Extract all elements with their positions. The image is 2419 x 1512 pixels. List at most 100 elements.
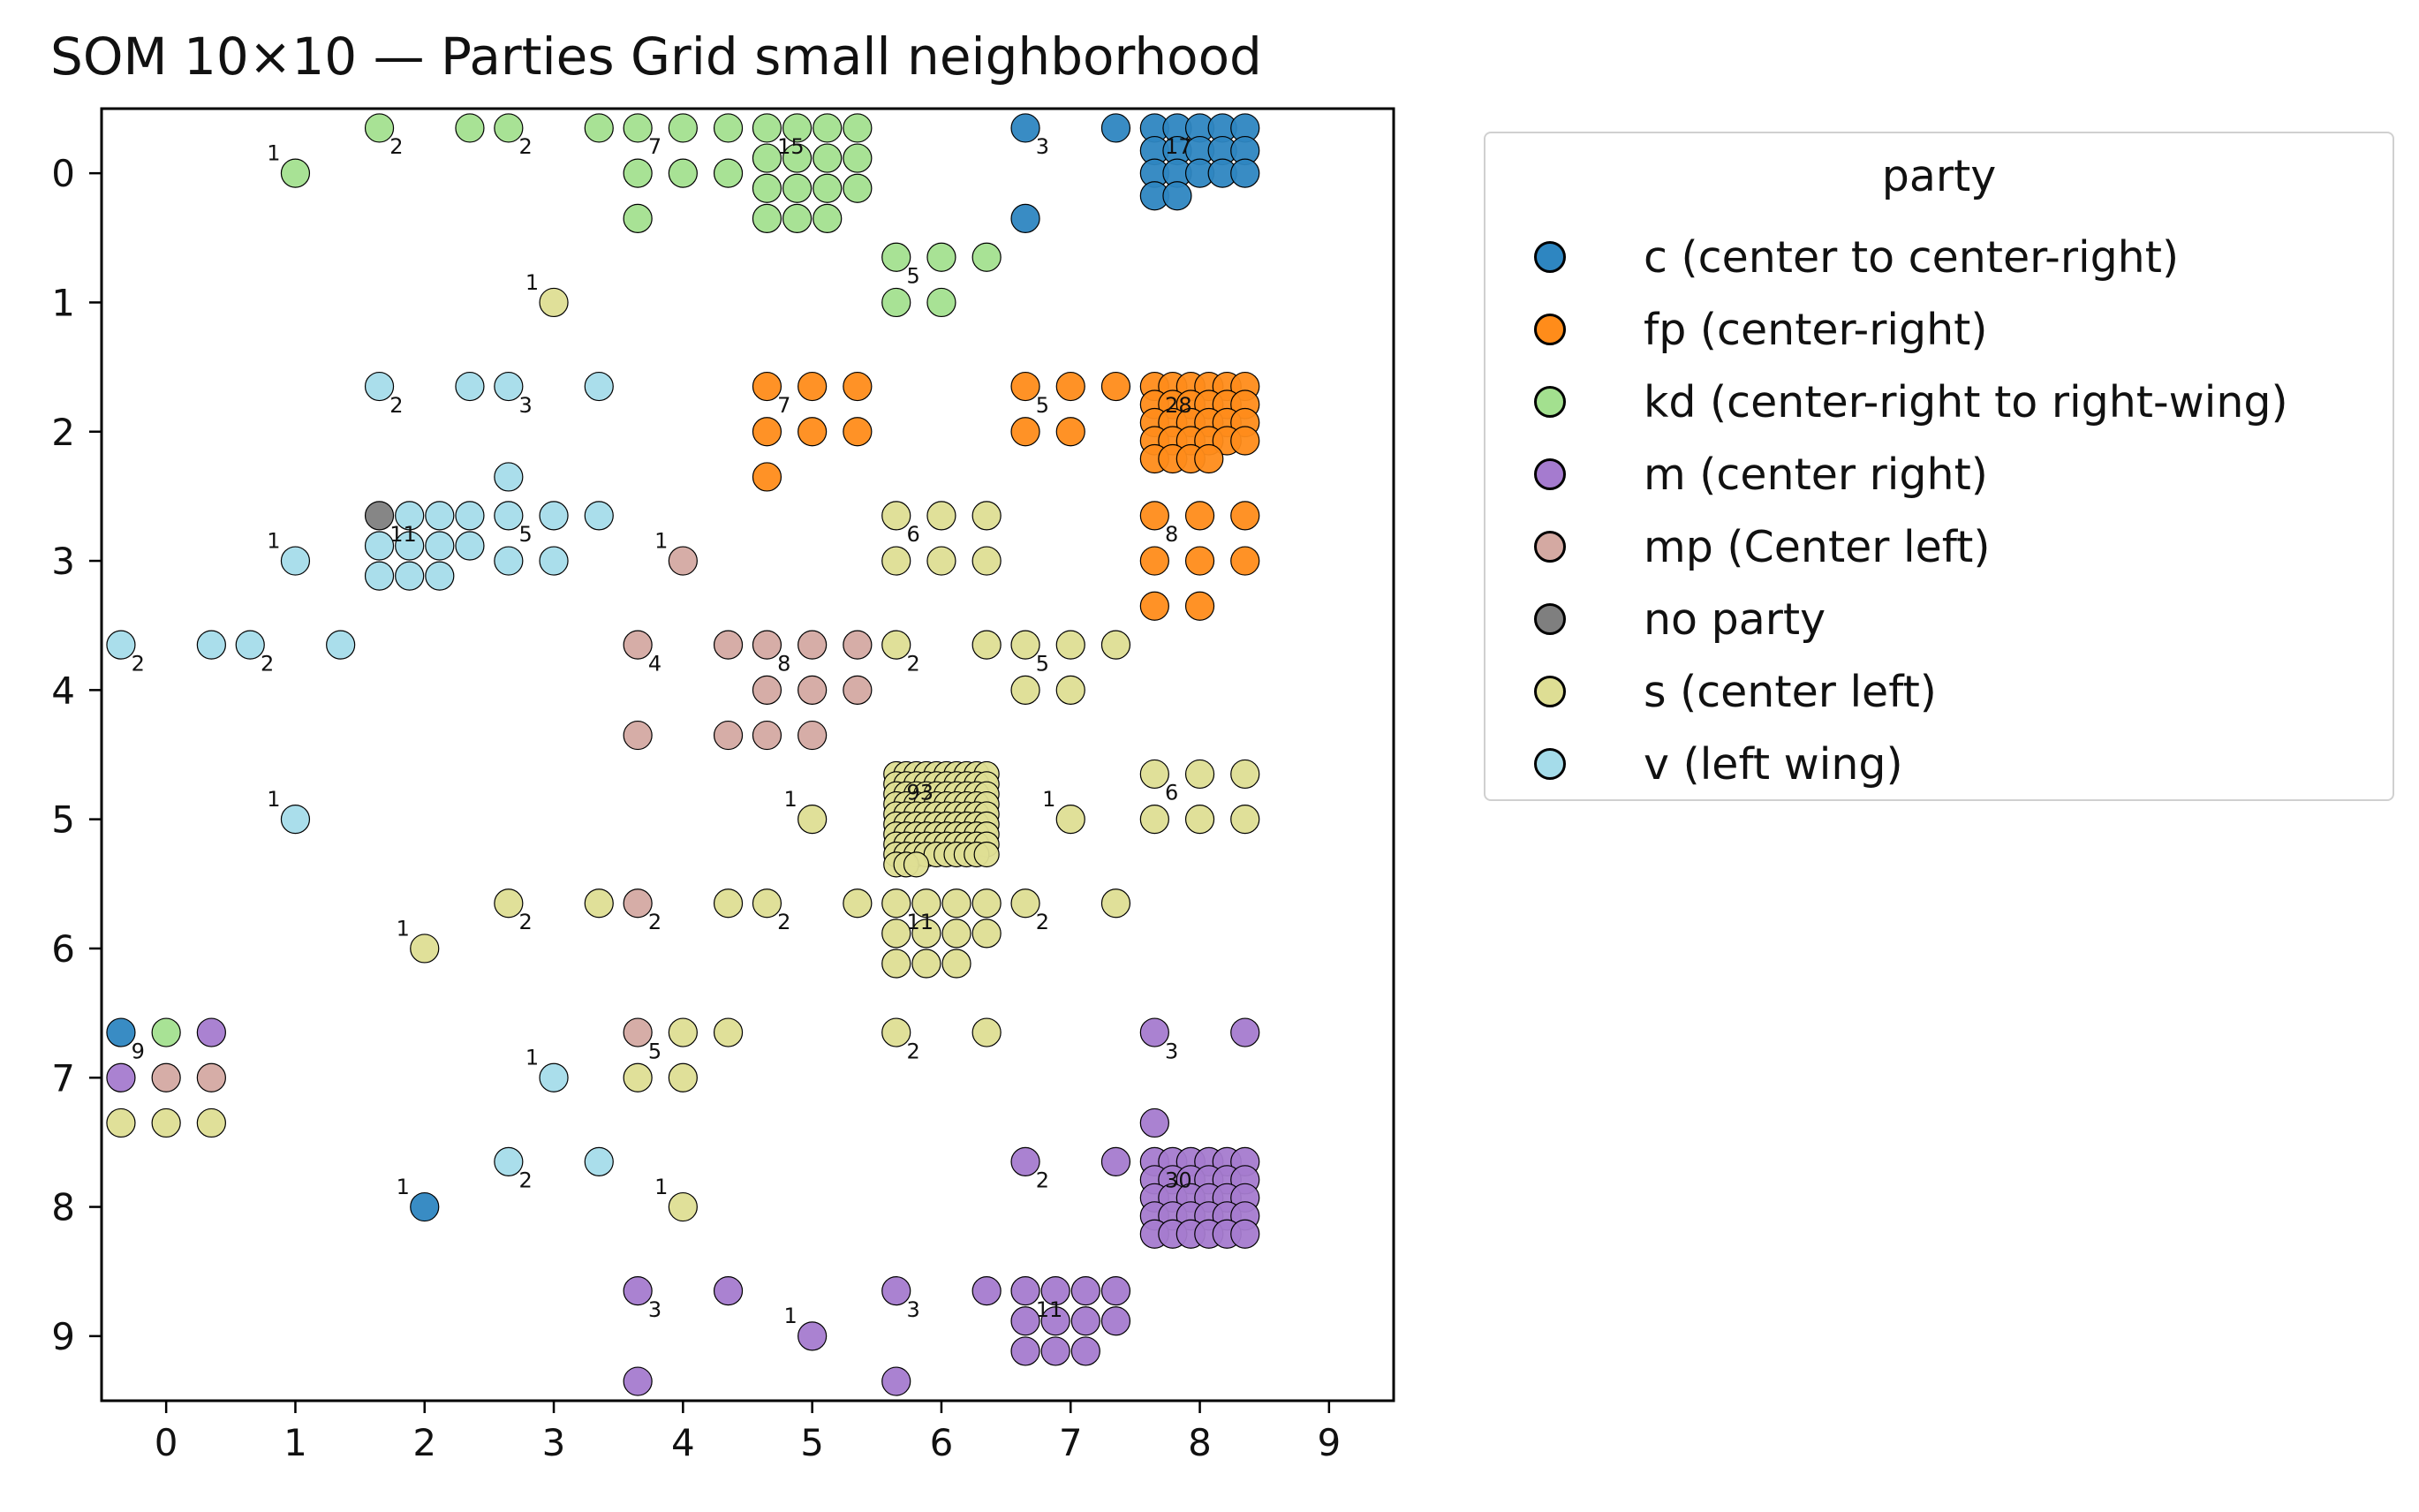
point-v [395,501,425,531]
legend-marker [1534,748,1566,780]
x-tick-label: 6 [930,1421,954,1464]
cell-count-label: 2 [906,1039,919,1063]
point-s [881,546,911,576]
point-fp [843,417,873,447]
point-s [881,919,911,949]
cell-count-label: 28 [1165,393,1192,418]
point-m [1070,1306,1100,1336]
x-tick-label: 7 [1059,1421,1083,1464]
legend-marker [1534,603,1566,635]
point-fp [1139,591,1169,621]
cell-count-label: 1 [525,270,539,295]
point-s [798,805,828,835]
x-tick-label: 9 [1317,1421,1341,1464]
point-v [425,501,455,531]
y-tick-label: 5 [51,798,75,842]
point-s [973,841,1000,868]
count-labels: 1 2 2 7 15 3 171 52 3 7 5 281 11 5 1 6 82 2 4 8 2 51 1 93 1 61 2 2 2… [132,134,1192,1328]
y-tick-label: 0 [51,152,75,195]
point-s [668,1191,698,1222]
legend-title: party [1881,151,1997,201]
point-m [1139,1017,1169,1047]
x-tick-label: 8 [1188,1421,1212,1464]
x-tick-label: 1 [283,1421,307,1464]
point-s [941,888,971,919]
point-kd [843,113,873,143]
point-v [494,371,524,402]
point-v [425,561,455,591]
point-m [798,1321,828,1351]
point-v [235,630,265,660]
point-m [1230,1017,1260,1047]
point-fp [1055,371,1085,402]
point-fp [752,462,782,492]
point-s [713,1017,744,1047]
cell-count-label: 2 [519,910,533,934]
point-s [1230,805,1260,835]
point-kd [813,173,843,203]
cell-count-label: 7 [648,134,661,159]
point-fp [1184,501,1215,531]
point-m [1010,1146,1040,1176]
legend-item-m: m (center right) [1534,443,1988,505]
point-m [713,1276,744,1306]
point-m [1230,1219,1260,1249]
legend-label: s (center left) [1644,666,1937,717]
point-c [1100,113,1131,143]
point-v [494,462,524,492]
legend-label: mp (Center left) [1644,521,1991,572]
point-fp [1184,591,1215,621]
point-s [926,546,956,576]
point-s [1055,675,1085,705]
point-m [1070,1276,1100,1306]
point-kd [971,242,1002,272]
legend-item-s: s (center left) [1534,661,1937,722]
point-kd [782,173,813,203]
y-tick-label: 8 [51,1186,75,1229]
point-v [364,561,395,591]
point-mp [623,888,653,919]
point-s [752,888,782,919]
point-kd [813,203,843,233]
point-s [1184,805,1215,835]
point-kd [881,287,911,318]
cell-count-label: 6 [906,522,919,547]
point-s [668,1062,698,1092]
point-fp [1100,371,1131,402]
point-s [151,1108,181,1138]
point-kd [752,203,782,233]
point-kd [813,143,843,173]
cell-count-label: 3 [1036,134,1049,159]
point-m [1100,1276,1131,1306]
point-mp [843,675,873,705]
point-mp [713,720,744,751]
point-s [911,888,941,919]
cell-count-label: 1 [1042,787,1055,812]
point-kd [364,113,395,143]
x-tick-label: 2 [412,1421,436,1464]
point-v [364,531,395,561]
legend-label: no party [1644,593,1826,645]
point-s [668,1017,698,1047]
cell-count-label: 1 [397,916,410,941]
chart-title: SOM 10×10 — Parties Grid small neighborh… [50,26,1262,87]
point-mp [623,630,653,660]
point-m [881,1366,911,1396]
point-fp [1010,371,1040,402]
cell-count-label: 1 [525,1046,539,1070]
x-axis: 0 1 2 3 4 5 6 7 8 9 [155,1401,1341,1464]
cell-count-label: 1 [267,528,280,553]
point-c [1010,203,1040,233]
point-s [971,919,1002,949]
point-v [455,531,485,561]
cell-count-label: 1 [267,787,280,812]
point-s [1139,759,1169,790]
point-m [623,1366,653,1396]
cell-count-label: 93 [906,781,934,805]
point-s [881,888,911,919]
cell-count-label: 11 [389,522,417,547]
point-s [1139,805,1169,835]
legend-item-v: v (left wing) [1534,733,1903,795]
point-fp [798,371,828,402]
y-axis: 0 1 2 3 4 5 6 7 8 9 [51,152,102,1358]
